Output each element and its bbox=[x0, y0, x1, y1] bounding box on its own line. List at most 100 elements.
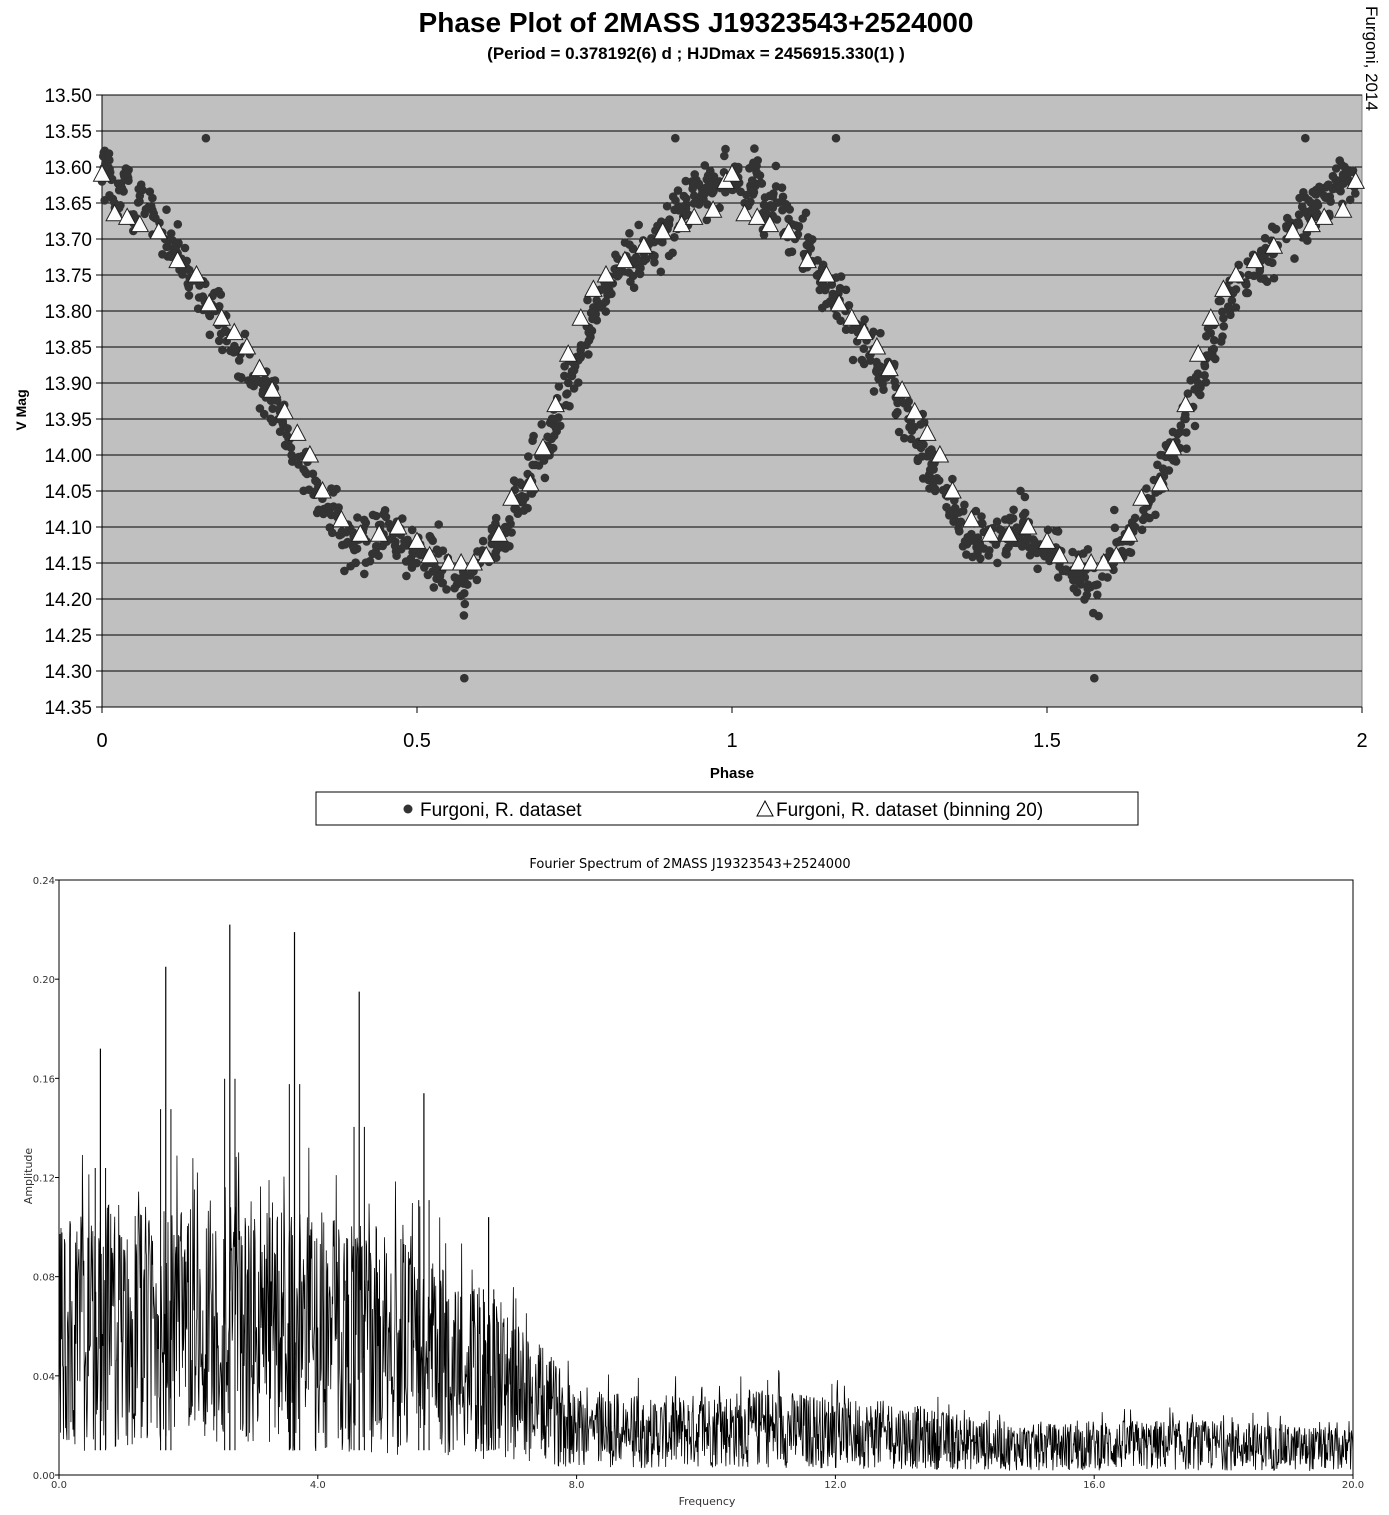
data-point bbox=[327, 484, 336, 493]
data-point bbox=[463, 580, 472, 589]
fourier-x-tick-label: 4.0 bbox=[310, 1480, 326, 1491]
phase-y-tick-label: 13.95 bbox=[44, 410, 92, 431]
data-point bbox=[507, 528, 516, 537]
data-point bbox=[554, 382, 564, 391]
data-point bbox=[311, 476, 320, 485]
data-point bbox=[752, 169, 762, 179]
data-point bbox=[551, 414, 560, 424]
data-point bbox=[116, 184, 126, 193]
fourier-plot-title: Fourier Spectrum of 2MASS J19323543+2524… bbox=[529, 857, 850, 872]
data-point bbox=[259, 380, 269, 390]
data-point bbox=[589, 313, 598, 323]
binned-point bbox=[187, 264, 206, 283]
data-point bbox=[584, 350, 593, 359]
binned-point bbox=[1037, 531, 1057, 549]
binned-point bbox=[735, 203, 754, 222]
fourier-x-tick-label: 20.0 bbox=[1342, 1480, 1364, 1491]
phase-y-tick-label: 13.80 bbox=[44, 302, 92, 323]
data-point bbox=[784, 214, 793, 224]
data-point bbox=[1137, 525, 1147, 535]
binned-point bbox=[962, 509, 981, 528]
data-point bbox=[1110, 505, 1119, 515]
data-point bbox=[374, 551, 383, 560]
data-point bbox=[1018, 511, 1028, 520]
binned-point bbox=[558, 344, 578, 362]
data-point bbox=[1030, 537, 1039, 546]
data-point bbox=[818, 303, 827, 313]
fourier-x-axis: 0.0 4.0 8.0 12.0 16.0 20.0 bbox=[51, 1475, 1364, 1491]
data-point bbox=[955, 527, 964, 536]
data-point bbox=[450, 573, 460, 582]
data-point bbox=[900, 433, 909, 443]
fourier-peaks bbox=[94, 924, 495, 1451]
legend-triangle-marker bbox=[756, 799, 774, 817]
data-point bbox=[528, 460, 537, 470]
binned-point bbox=[1346, 171, 1366, 189]
data-point bbox=[624, 268, 634, 277]
data-point bbox=[524, 452, 533, 461]
data-point bbox=[255, 404, 265, 413]
phase-x-tick-label: 0 bbox=[96, 730, 107, 752]
data-point bbox=[890, 377, 899, 387]
data-point bbox=[201, 133, 211, 143]
binned-point bbox=[388, 516, 408, 535]
data-point bbox=[198, 292, 208, 301]
data-point bbox=[668, 192, 678, 201]
data-point bbox=[584, 336, 594, 345]
data-point bbox=[595, 302, 604, 312]
fourier-x-axis-label: Frequency bbox=[679, 1495, 736, 1508]
data-point bbox=[124, 176, 133, 185]
data-point bbox=[1269, 273, 1279, 283]
data-point bbox=[945, 507, 954, 517]
data-point bbox=[1231, 285, 1241, 294]
fourier-x-tick-label: 12.0 bbox=[824, 1480, 846, 1491]
data-point bbox=[148, 193, 157, 203]
data-point bbox=[954, 508, 964, 517]
phase-y-tick-label: 14.05 bbox=[44, 482, 92, 503]
binned-point bbox=[999, 524, 1019, 542]
data-point bbox=[294, 452, 303, 462]
data-point bbox=[771, 182, 781, 191]
data-point bbox=[529, 431, 538, 441]
data-point bbox=[759, 200, 769, 210]
data-point bbox=[706, 166, 715, 176]
data-point bbox=[214, 336, 224, 346]
data-point bbox=[700, 161, 710, 170]
fourier-y-tick-label: 0.16 bbox=[33, 1074, 55, 1085]
phase-x-tick-label: 2 bbox=[1356, 730, 1367, 752]
binned-point bbox=[684, 207, 704, 225]
data-point bbox=[1080, 573, 1090, 582]
data-point bbox=[1268, 258, 1277, 268]
data-point bbox=[907, 426, 917, 436]
data-point bbox=[967, 529, 976, 539]
data-point bbox=[1093, 590, 1102, 600]
phase-y-tick-label: 13.55 bbox=[44, 122, 92, 143]
data-point bbox=[450, 583, 459, 593]
data-point bbox=[860, 315, 869, 324]
data-point bbox=[1256, 274, 1265, 283]
data-point bbox=[583, 295, 592, 305]
data-point bbox=[968, 552, 977, 562]
data-point bbox=[1124, 547, 1134, 557]
data-point bbox=[601, 307, 611, 316]
data-point bbox=[673, 186, 683, 195]
binned-point bbox=[407, 531, 427, 549]
data-point bbox=[1216, 296, 1225, 306]
data-point bbox=[772, 198, 782, 207]
data-point bbox=[459, 611, 469, 620]
data-point bbox=[745, 164, 754, 173]
data-point bbox=[650, 251, 659, 261]
data-point bbox=[1227, 296, 1237, 305]
data-point bbox=[1033, 564, 1042, 574]
data-point bbox=[299, 465, 308, 474]
fourier-x-tick-label: 8.0 bbox=[569, 1480, 585, 1491]
data-point bbox=[216, 290, 226, 299]
data-point bbox=[848, 355, 858, 365]
data-point bbox=[282, 430, 291, 440]
phase-y-tick-label: 13.60 bbox=[44, 158, 92, 179]
data-point bbox=[359, 515, 369, 525]
binned-point bbox=[250, 358, 269, 377]
binned-point bbox=[1119, 524, 1139, 542]
data-point bbox=[929, 465, 938, 474]
data-point bbox=[460, 673, 469, 683]
